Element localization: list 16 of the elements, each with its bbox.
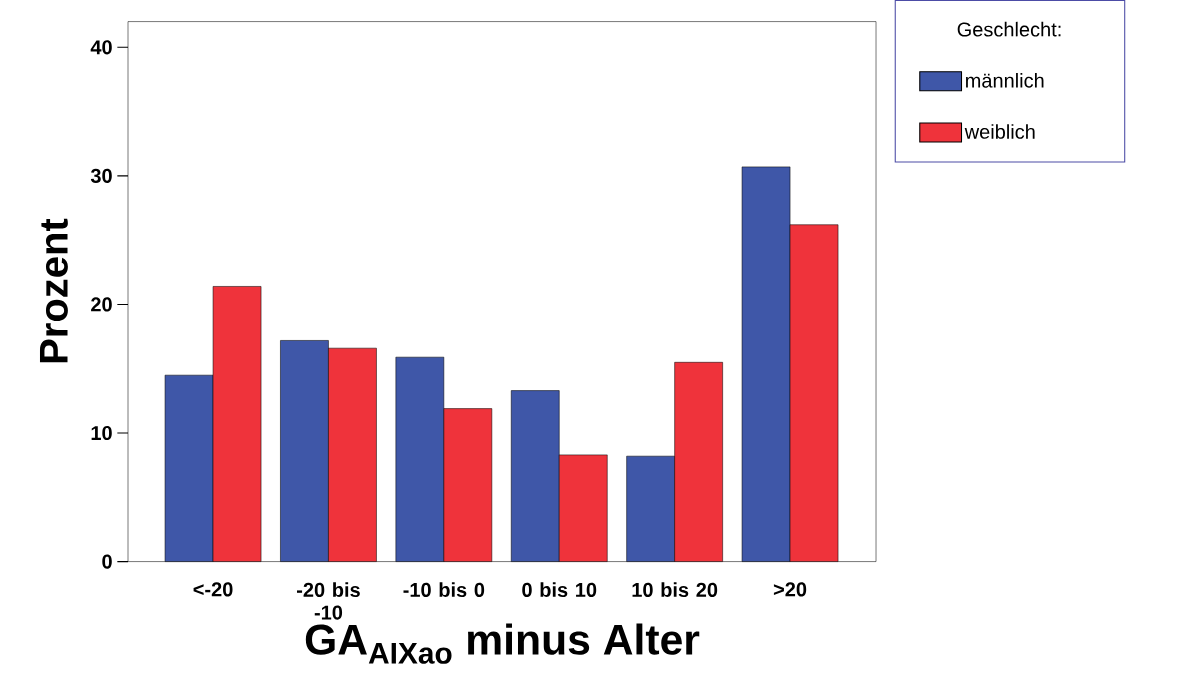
legend-label: weiblich	[964, 124, 1035, 140]
x-tick-label: 0 bis 10	[522, 582, 597, 598]
y-tick-label: 10	[91, 426, 112, 441]
x-tick-label: >20	[773, 582, 807, 597]
y-tick-label: 30	[90, 168, 112, 184]
x-tick-label: 10 bis 20	[632, 582, 718, 598]
y-tick-label: 0	[102, 554, 112, 569]
y-tick-label: 20	[91, 297, 112, 312]
y-tick-label: 40	[90, 40, 112, 55]
y-axis-title: Prozent	[39, 218, 68, 363]
x-tick-label: -10 bis 0	[403, 582, 485, 598]
x-axis-title: GA$_{AIXao}$ minus Alter	[305, 623, 700, 665]
legend-title: Geschlecht:	[957, 22, 1061, 37]
x-tick-label: -20 bis -10	[296, 582, 360, 620]
x-tick-label: <-20	[193, 582, 233, 597]
legend-label: männlich	[966, 73, 1044, 88]
